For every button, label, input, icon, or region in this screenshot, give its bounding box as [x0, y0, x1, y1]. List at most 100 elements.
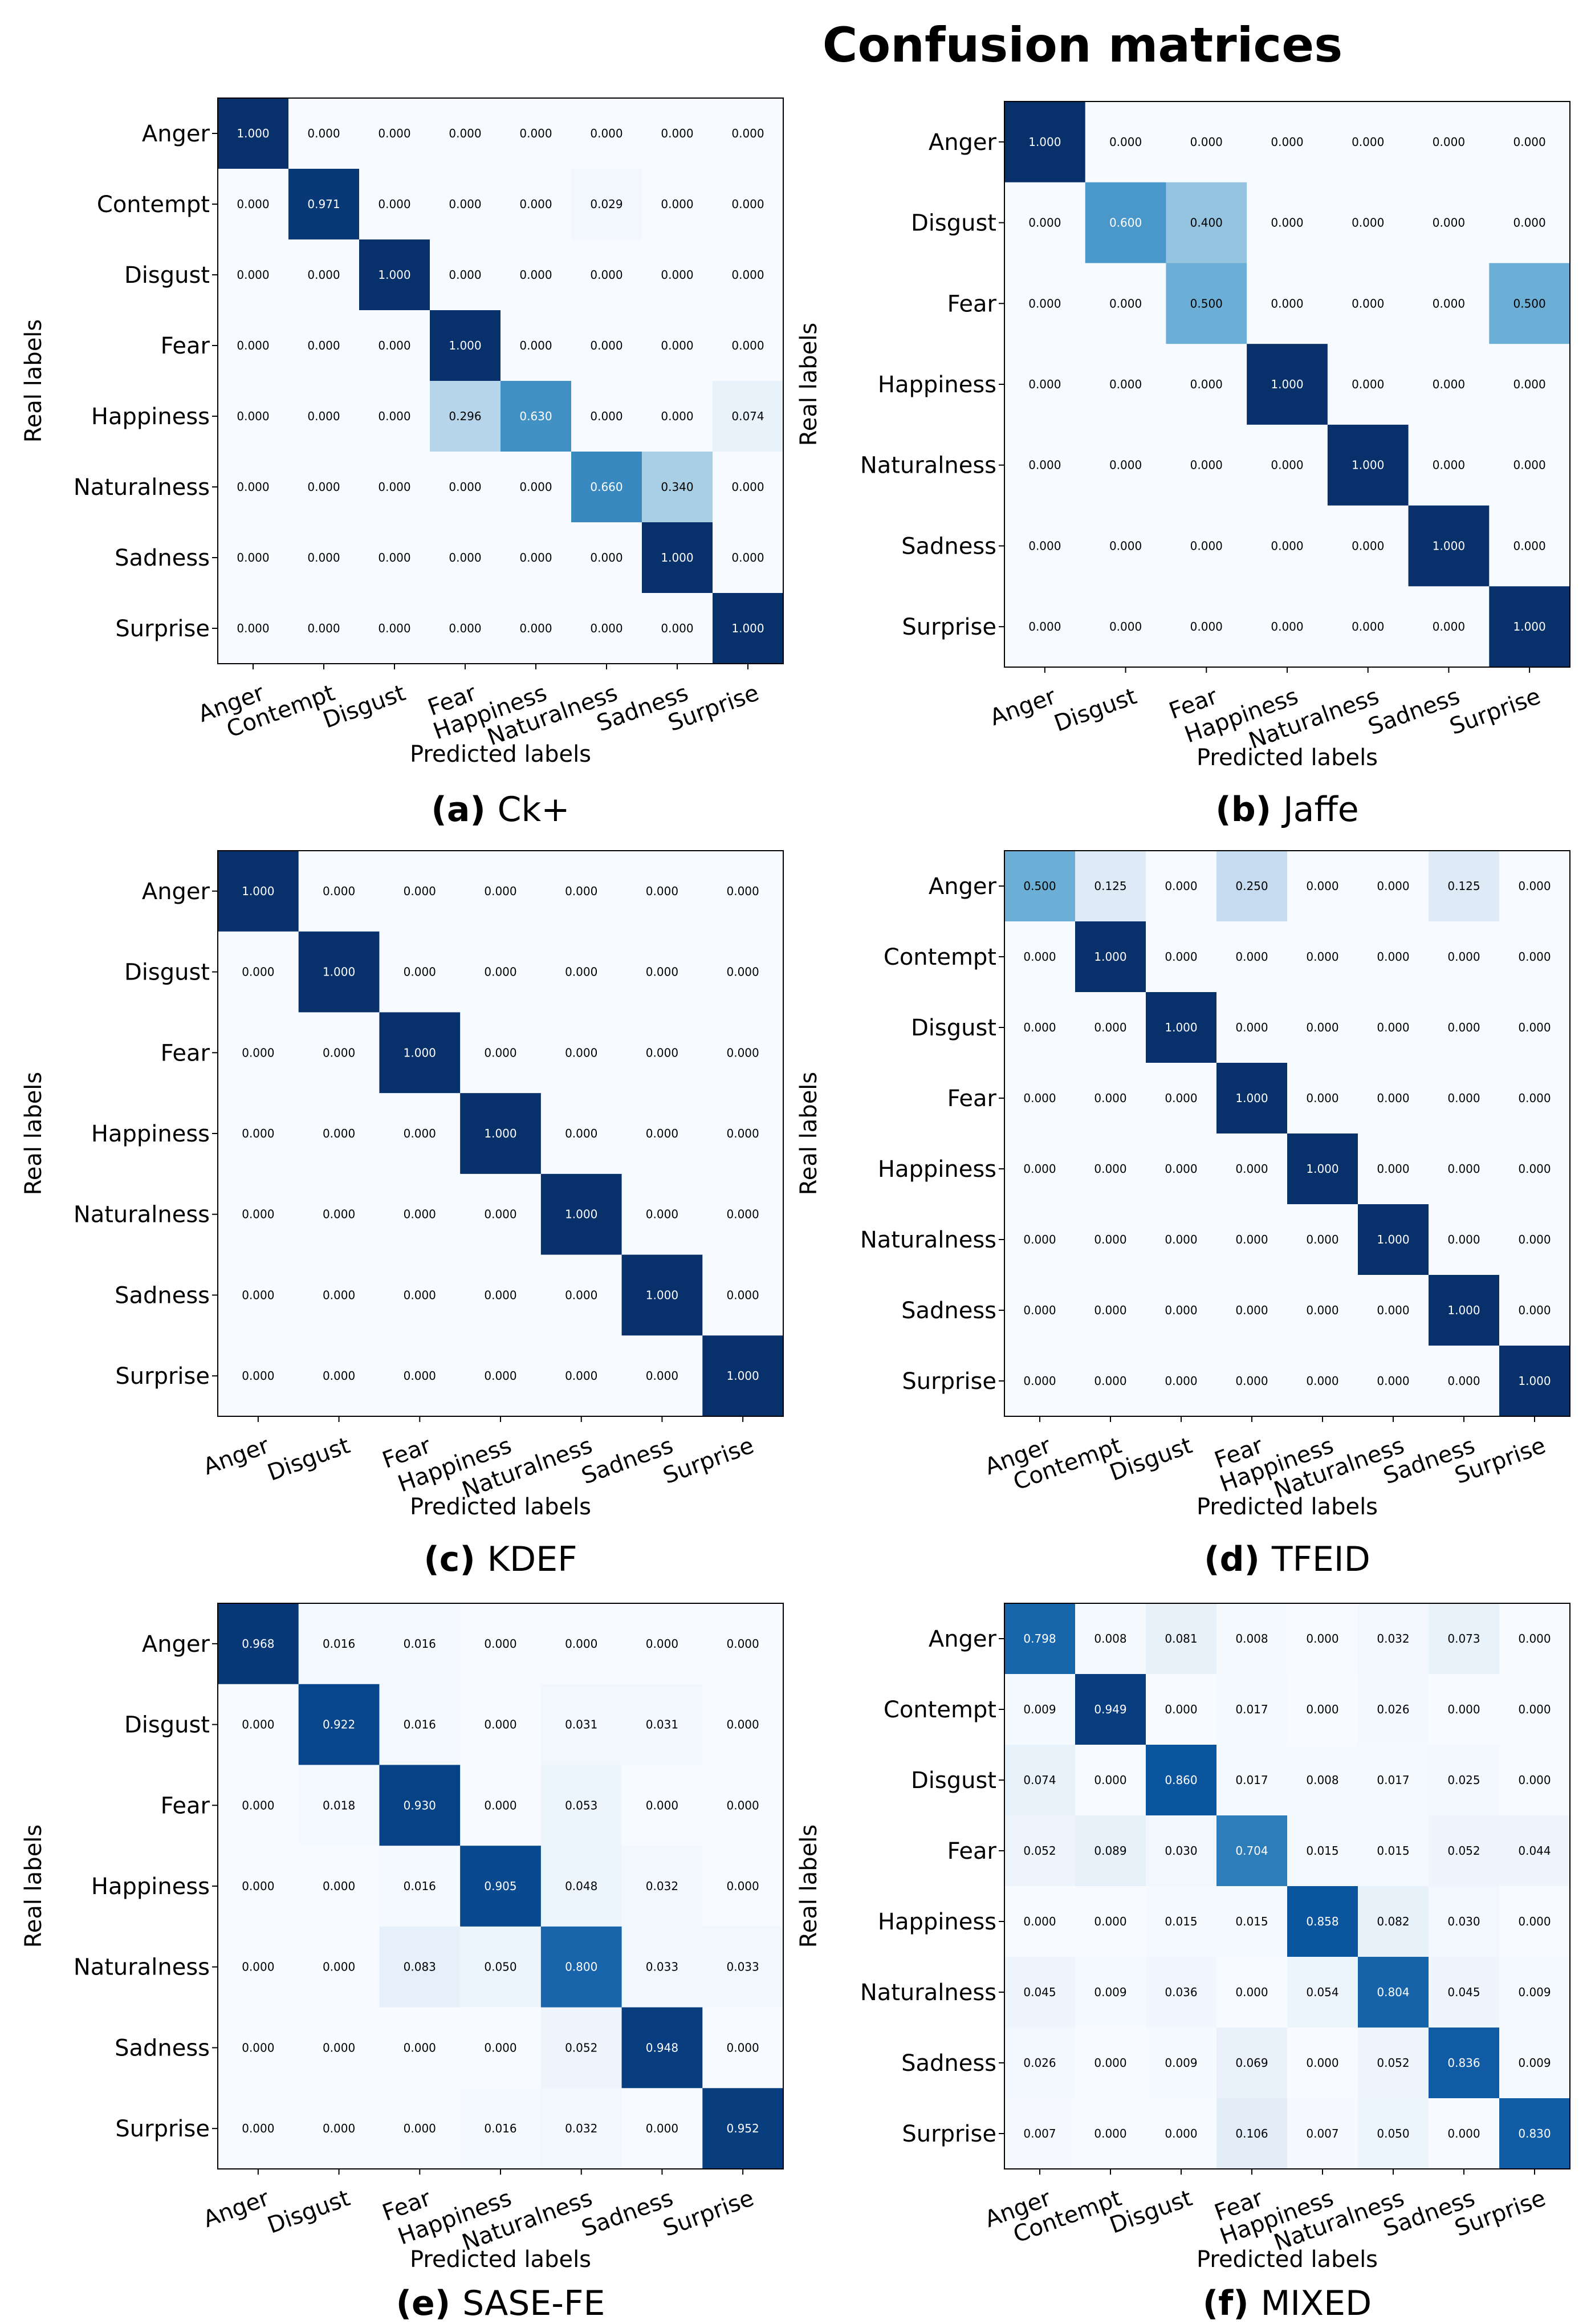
cell-value: 0.000	[1518, 1632, 1551, 1646]
caption-letter: (f)	[1203, 2284, 1261, 2323]
cell-value: 0.000	[590, 621, 622, 635]
matrix-cell	[1429, 1815, 1500, 1887]
matrix-cell	[1004, 1603, 1076, 1675]
cell-value: 0.000	[646, 965, 678, 979]
cell-value: 0.009	[1023, 1703, 1056, 1716]
cell-value: 0.000	[242, 1208, 274, 1221]
cell-value: 0.017	[1235, 1773, 1268, 1787]
matrix-cell	[379, 1846, 461, 1927]
matrix-cell	[540, 1926, 622, 2008]
cell-value: 0.000	[727, 1208, 759, 1221]
cell-value: 0.000	[484, 1288, 516, 1302]
matrix-cell	[298, 931, 380, 1013]
matrix-cell	[379, 931, 461, 1013]
plot-frame	[217, 97, 784, 664]
cell-value: 0.000	[565, 1288, 597, 1302]
caption-letter: (e)	[396, 2284, 462, 2323]
cell-value: 0.860	[1165, 1773, 1197, 1787]
cell-value: 0.052	[1447, 1844, 1480, 1858]
cell-value: 0.000	[727, 1718, 759, 1732]
matrix-cell	[379, 1684, 461, 1765]
cell-value: 1.000	[565, 1208, 597, 1221]
matrix-cell	[218, 1093, 299, 1175]
cell-value: 0.000	[1306, 1233, 1338, 1246]
cell-value: 0.000	[1433, 296, 1465, 310]
cell-value: 0.000	[590, 551, 622, 564]
matrix-cell	[1216, 921, 1288, 993]
matrix-cell	[1075, 1063, 1146, 1134]
row-label: Disgust	[124, 262, 210, 289]
matrix-cell	[1499, 1204, 1570, 1275]
confusion-matrix-panel-5: 0.968 0.016 0.016 0.000 0.000 0.000 0.000 0.000…	[21, 1603, 784, 2323]
matrix-cell	[1429, 1886, 1500, 1957]
cell-value: 0.000	[1518, 879, 1551, 893]
matrix-cell	[1499, 1957, 1570, 2028]
y-axis-label: Real labels	[21, 1825, 47, 1948]
matrix-cell	[218, 1846, 299, 1927]
cell-value: 0.000	[727, 1046, 759, 1059]
cell-value: 0.000	[565, 884, 597, 898]
matrix-cell	[288, 169, 360, 240]
matrix-cell	[1429, 1204, 1500, 1275]
matrix-cell	[501, 381, 572, 452]
cell-value: 0.000	[323, 2041, 355, 2054]
matrix-cell	[298, 1093, 380, 1175]
cell-value: 0.000	[1190, 539, 1223, 552]
cell-value: 0.044	[1518, 1844, 1551, 1858]
cell-value: 0.083	[404, 1960, 436, 1974]
cell-value: 0.000	[1433, 620, 1465, 633]
matrix-cell	[1146, 992, 1217, 1063]
cell-value: 0.000	[1023, 1303, 1056, 1317]
cell-value: 0.000	[1094, 1773, 1126, 1787]
matrix-cell	[501, 593, 572, 664]
cell-value: 0.836	[1447, 2056, 1480, 2070]
cell-value: 0.000	[731, 339, 764, 352]
cell-value: 1.000	[1433, 539, 1465, 552]
cell-value: 0.000	[565, 965, 597, 979]
matrix-cell	[713, 522, 784, 594]
row-label: Contempt	[884, 1697, 996, 1723]
matrix-cell	[1004, 586, 1086, 668]
cell-value: 0.000	[484, 1798, 516, 1812]
matrix-cell	[1287, 2028, 1358, 2099]
cell-value: 0.000	[1433, 377, 1465, 391]
matrix-cell	[1004, 1957, 1076, 2028]
matrix-cell	[702, 1926, 784, 2008]
matrix-cell	[642, 452, 713, 523]
cell-value: 0.000	[1518, 950, 1551, 964]
cell-value: 0.000	[1306, 1091, 1338, 1105]
matrix-cell	[642, 239, 713, 311]
matrix-cell	[460, 851, 542, 932]
panel-caption: (a) Ck+	[431, 790, 569, 830]
matrix-cell	[713, 381, 784, 452]
matrix-cell	[540, 1012, 622, 1094]
matrix-cell	[1327, 505, 1409, 587]
cell-value: 0.052	[1023, 1844, 1056, 1858]
cell-value: 0.600	[1109, 216, 1142, 230]
row-label: Anger	[929, 1626, 997, 1652]
matrix-cell	[1166, 101, 1247, 183]
matrix-cell	[1004, 1674, 1076, 1745]
cell-value: 0.630	[519, 409, 552, 423]
confusion-matrix-panel-2: 1.000 0.000 0.000 0.000 0.000 0.000 0.000 0.000…	[796, 101, 1570, 830]
cell-value: 0.000	[1352, 539, 1384, 552]
cell-value: 0.000	[1271, 216, 1303, 230]
caption-name: SASE-FE	[462, 2284, 605, 2323]
cell-value: 0.069	[1235, 2056, 1268, 2070]
cell-value: 0.000	[237, 551, 269, 564]
cell-value: 0.000	[1377, 1021, 1409, 1034]
cell-value: 0.000	[565, 1369, 597, 1383]
matrix-cell	[379, 1765, 461, 1846]
matrix-cell	[359, 593, 430, 664]
y-axis-label: Real labels	[21, 319, 47, 443]
confusion-matrix-panel-4: 0.500 0.125 0.000 0.250 0.000 0.000 0.125 0.000…	[796, 850, 1570, 1579]
cell-value: 0.000	[242, 965, 274, 979]
cell-value: 0.000	[1165, 879, 1197, 893]
matrix-cell	[1216, 1275, 1288, 1346]
matrix-cell	[621, 1603, 703, 1685]
matrix-cell	[1287, 1133, 1358, 1205]
x-axis-label: Predicted labels	[410, 741, 591, 767]
cell-value: 0.000	[1377, 1374, 1409, 1388]
cell-value: 0.125	[1094, 879, 1126, 893]
matrix-cell	[1429, 2028, 1500, 2099]
